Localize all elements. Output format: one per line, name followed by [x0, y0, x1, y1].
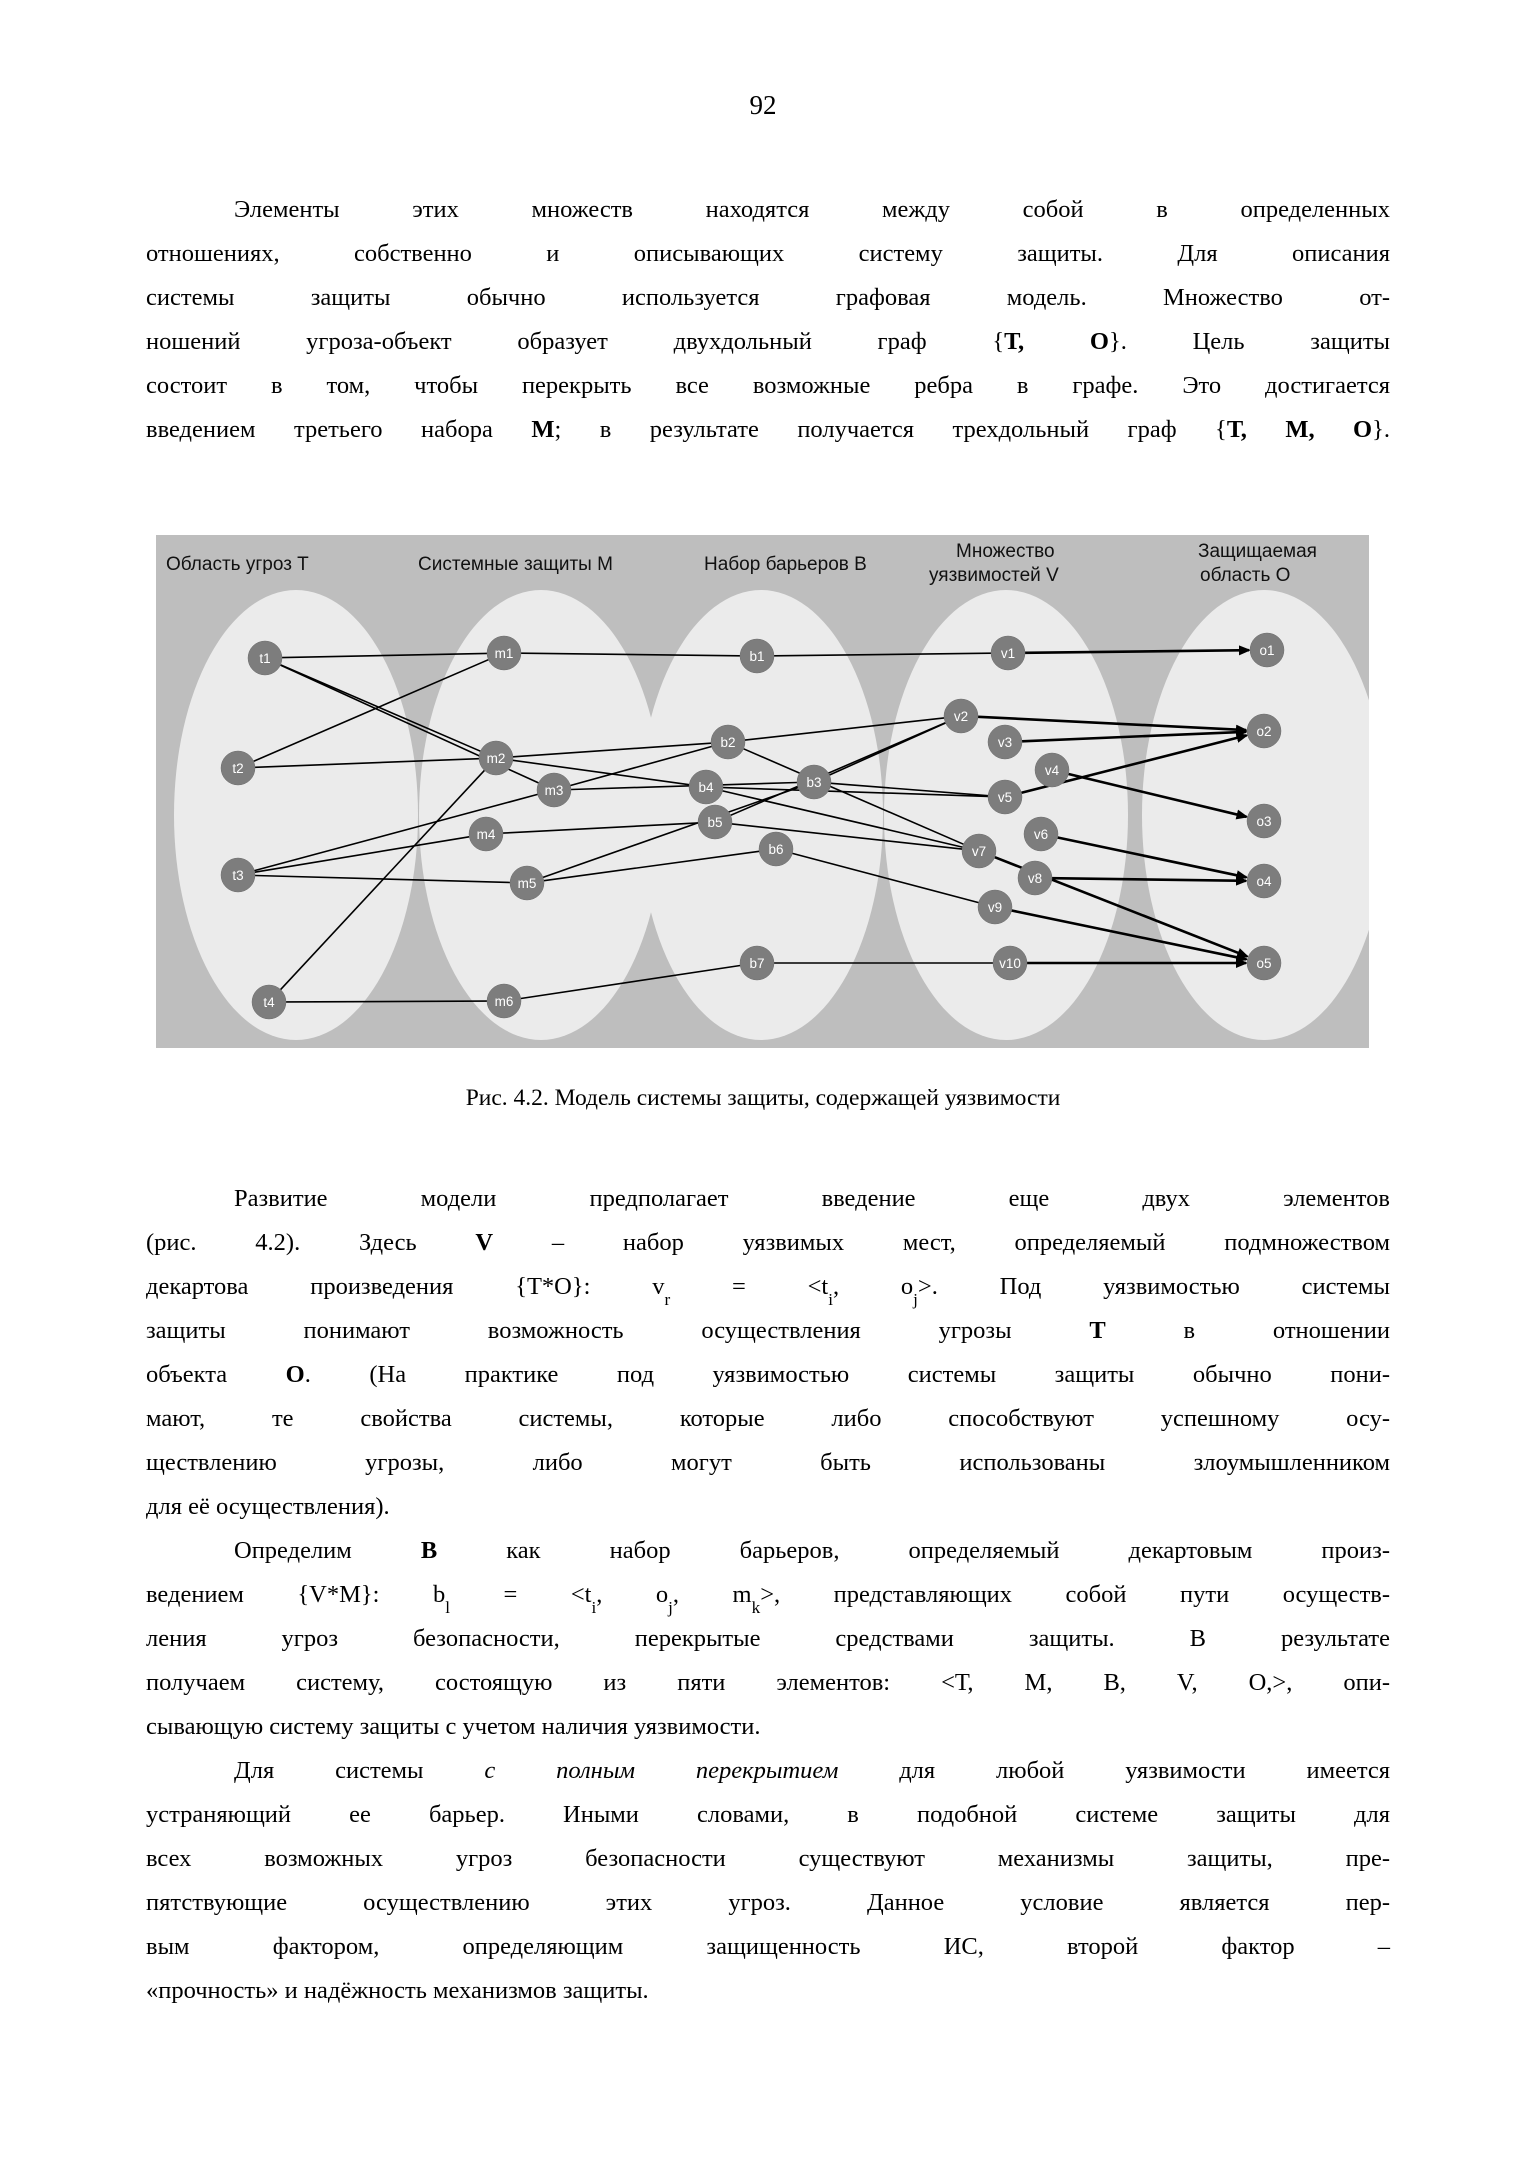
- svg-text:v10: v10: [999, 956, 1021, 971]
- svg-text:t1: t1: [259, 651, 270, 666]
- svg-text:b4: b4: [698, 780, 714, 795]
- svg-text:m1: m1: [495, 646, 514, 661]
- svg-text:v8: v8: [1028, 871, 1042, 886]
- svg-text:m3: m3: [545, 783, 564, 798]
- svg-text:o5: o5: [1256, 956, 1271, 971]
- svg-text:v5: v5: [998, 790, 1012, 805]
- svg-text:v2: v2: [954, 709, 968, 724]
- svg-text:m4: m4: [477, 827, 496, 842]
- svg-text:o4: o4: [1256, 874, 1272, 889]
- svg-text:t4: t4: [263, 995, 275, 1010]
- svg-text:Набор барьеров В: Набор барьеров В: [704, 554, 867, 575]
- svg-text:b5: b5: [707, 815, 722, 830]
- svg-text:v4: v4: [1045, 763, 1060, 778]
- svg-text:m6: m6: [495, 994, 514, 1009]
- svg-text:t3: t3: [232, 868, 243, 883]
- svg-text:Системные защиты М: Системные защиты М: [418, 554, 613, 575]
- svg-text:o3: o3: [1256, 814, 1271, 829]
- svg-text:b1: b1: [749, 649, 764, 664]
- svg-text:v1: v1: [1001, 646, 1015, 661]
- svg-text:v7: v7: [972, 844, 986, 859]
- svg-text:v9: v9: [988, 900, 1002, 915]
- svg-text:v3: v3: [998, 735, 1012, 750]
- svg-text:m2: m2: [487, 751, 506, 766]
- svg-text:o2: o2: [1256, 724, 1271, 739]
- svg-text:Защищаемая: Защищаемая: [1198, 541, 1317, 562]
- svg-text:b7: b7: [749, 956, 764, 971]
- svg-text:t2: t2: [232, 761, 243, 776]
- svg-text:o1: o1: [1259, 643, 1274, 658]
- svg-text:m5: m5: [518, 876, 537, 891]
- svg-text:область О: область О: [1200, 565, 1290, 586]
- svg-text:уязвимостей V: уязвимостей V: [929, 565, 1059, 586]
- svg-text:b6: b6: [768, 842, 783, 857]
- svg-text:b2: b2: [720, 735, 735, 750]
- svg-text:Область угроз Т: Область угроз Т: [166, 554, 309, 575]
- svg-text:v6: v6: [1034, 827, 1048, 842]
- svg-text:Множество: Множество: [956, 541, 1055, 562]
- svg-text:b3: b3: [806, 775, 821, 790]
